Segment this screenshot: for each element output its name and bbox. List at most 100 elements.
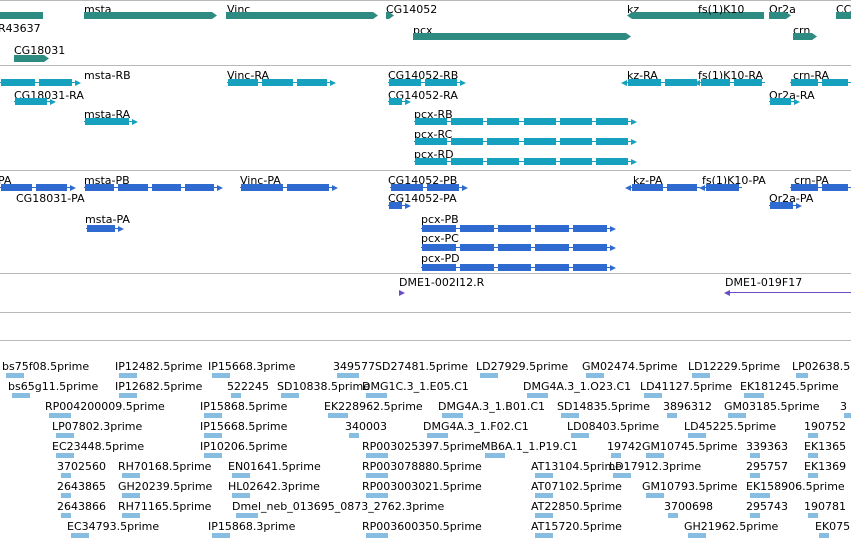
est-feature[interactable]: [56, 453, 74, 458]
exon-block[interactable]: [701, 79, 730, 86]
exon-block[interactable]: [241, 184, 283, 191]
est-feature[interactable]: [613, 473, 631, 478]
exon-block[interactable]: [389, 202, 402, 209]
est-feature[interactable]: [692, 373, 710, 378]
exon-block[interactable]: [36, 184, 67, 191]
exon-block[interactable]: [422, 225, 456, 232]
est-feature[interactable]: [56, 433, 74, 438]
est-feature[interactable]: [337, 373, 359, 378]
exon-block[interactable]: [15, 98, 47, 105]
gene-feature[interactable]: [769, 12, 791, 19]
exon-block[interactable]: [559, 158, 592, 165]
est-feature[interactable]: [667, 413, 677, 418]
exon-block[interactable]: [427, 184, 459, 191]
est-feature[interactable]: [427, 433, 448, 438]
exon-block[interactable]: [487, 138, 520, 145]
est-feature[interactable]: [366, 493, 388, 498]
exon-block[interactable]: [733, 79, 762, 86]
exon-block[interactable]: [389, 79, 421, 86]
est-feature[interactable]: [119, 393, 137, 398]
est-feature[interactable]: [688, 433, 706, 438]
exon-block[interactable]: [38, 79, 72, 86]
est-feature[interactable]: [349, 433, 359, 438]
est-feature[interactable]: [750, 513, 760, 518]
gene-feature[interactable]: [413, 33, 631, 40]
est-feature[interactable]: [750, 473, 760, 478]
est-feature[interactable]: [668, 513, 678, 518]
est-feature[interactable]: [6, 373, 24, 378]
est-feature[interactable]: [366, 473, 388, 478]
exon-block[interactable]: [573, 244, 607, 251]
exon-block[interactable]: [459, 244, 494, 251]
exon-block[interactable]: [523, 138, 556, 145]
est-feature[interactable]: [61, 513, 71, 518]
est-feature[interactable]: [281, 393, 299, 398]
gene-feature[interactable]: [627, 12, 764, 19]
est-feature[interactable]: [527, 393, 548, 398]
est-feature[interactable]: [122, 473, 140, 478]
exon-block[interactable]: [422, 244, 456, 251]
exon-block[interactable]: [459, 225, 494, 232]
est-feature[interactable]: [819, 533, 829, 538]
exon-block[interactable]: [1, 79, 35, 86]
est-feature[interactable]: [204, 413, 222, 418]
est-feature[interactable]: [328, 413, 348, 418]
gene-feature[interactable]: [84, 12, 217, 19]
exon-block[interactable]: [595, 118, 628, 125]
exon-block[interactable]: [422, 264, 456, 271]
est-feature[interactable]: [236, 513, 258, 518]
est-feature[interactable]: [571, 433, 589, 438]
exon-block[interactable]: [821, 184, 848, 191]
exon-block[interactable]: [770, 202, 793, 209]
est-feature[interactable]: [232, 473, 250, 478]
bac-line[interactable]: [730, 292, 851, 293]
est-feature[interactable]: [646, 493, 664, 498]
exon-block[interactable]: [791, 184, 818, 191]
exon-block[interactable]: [118, 184, 148, 191]
exon-block[interactable]: [573, 225, 607, 232]
est-feature[interactable]: [204, 433, 222, 438]
exon-block[interactable]: [595, 158, 628, 165]
est-feature[interactable]: [71, 533, 89, 538]
est-feature[interactable]: [49, 413, 71, 418]
exon-block[interactable]: [262, 79, 293, 86]
exon-block[interactable]: [459, 264, 494, 271]
est-feature[interactable]: [535, 473, 553, 478]
exon-block[interactable]: [451, 118, 484, 125]
gene-feature[interactable]: [836, 12, 851, 19]
exon-block[interactable]: [391, 184, 423, 191]
exon-block[interactable]: [184, 184, 214, 191]
est-feature[interactable]: [728, 413, 746, 418]
est-feature[interactable]: [535, 533, 553, 538]
gene-feature[interactable]: [0, 12, 43, 19]
est-feature[interactable]: [646, 453, 664, 458]
exon-block[interactable]: [497, 244, 532, 251]
exon-block[interactable]: [151, 184, 181, 191]
est-feature[interactable]: [212, 373, 230, 378]
exon-block[interactable]: [487, 118, 520, 125]
exon-block[interactable]: [770, 98, 791, 105]
exon-block[interactable]: [287, 184, 329, 191]
est-feature[interactable]: [232, 493, 250, 498]
exon-block[interactable]: [415, 158, 448, 165]
gene-feature[interactable]: [386, 12, 394, 19]
exon-block[interactable]: [415, 118, 448, 125]
exon-block[interactable]: [85, 184, 115, 191]
exon-block[interactable]: [535, 225, 570, 232]
bac-end-arrow-icon[interactable]: [724, 290, 730, 296]
est-feature[interactable]: [366, 393, 387, 398]
exon-block[interactable]: [628, 79, 661, 86]
exon-block[interactable]: [415, 138, 448, 145]
exon-block[interactable]: [296, 79, 327, 86]
est-feature[interactable]: [561, 413, 579, 418]
exon-block[interactable]: [85, 118, 129, 125]
est-feature[interactable]: [204, 453, 222, 458]
est-feature[interactable]: [122, 513, 140, 518]
est-feature[interactable]: [535, 493, 553, 498]
exon-block[interactable]: [559, 138, 592, 145]
bac-end-arrow-icon[interactable]: [399, 290, 405, 296]
exon-block[interactable]: [1, 184, 32, 191]
exon-block[interactable]: [559, 118, 592, 125]
est-feature[interactable]: [744, 393, 764, 398]
est-feature[interactable]: [808, 513, 818, 518]
